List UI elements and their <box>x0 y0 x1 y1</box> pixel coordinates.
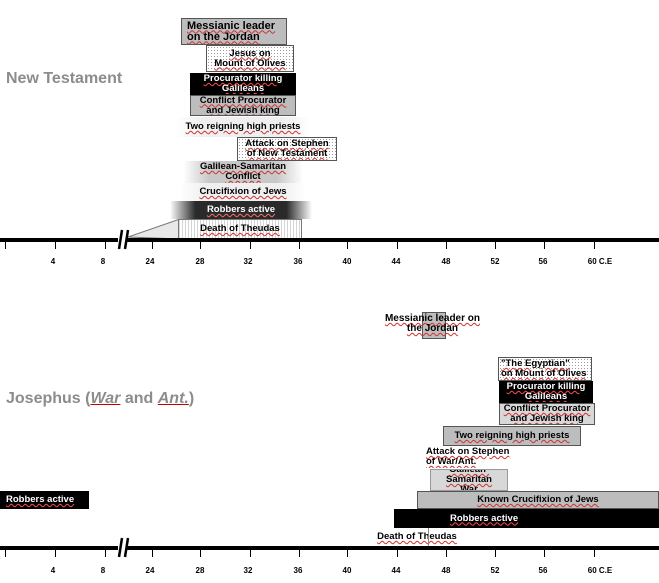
jos-bar-death-of-theudas: Death of Theudas <box>377 531 457 542</box>
jos-bar-messianic-leader-box <box>422 312 446 339</box>
axis1-tick-start <box>5 242 6 249</box>
axis1-tick-label: 4 <box>50 257 56 266</box>
axis1-tick-label: 60 C.E <box>587 257 613 266</box>
josephus-title-war: War <box>90 390 121 407</box>
jos-bar-egyptian: "The Egyptian" on Mount of Olives <box>498 357 592 381</box>
axis2-tick-label: 40 <box>342 566 352 575</box>
nt-bar-attack-on-stephen: Attack on Stephen of New Testament <box>237 137 337 161</box>
jos-bar-robbers-active-late: Robbers active <box>394 509 659 528</box>
axis1-tick-label: 28 <box>195 257 205 266</box>
jos-bar-galilean-samaritan: Galilean-Samaritan War <box>430 469 508 491</box>
axis1-tick <box>495 242 496 249</box>
axis2-tick-label: 56 <box>538 566 548 575</box>
axis-line-new-testament <box>0 238 659 242</box>
axis2-tick <box>495 550 496 557</box>
axis1-tick <box>105 242 106 249</box>
nt-bar-robbers-active: Robbers active <box>170 201 312 219</box>
axis1-tick <box>299 242 300 249</box>
nt-bar-crucifixion: Crucifixion of Jews <box>180 183 306 201</box>
nt-bar-two-high-priests: Two reigning high priests <box>176 117 310 137</box>
josephus-title-ant: Ant. <box>157 390 189 407</box>
jos-bar-procurator-killing: Procurator killing Galileans <box>499 381 593 403</box>
jos-bar-known-crucifixion: Known Crucifixion of Jews <box>417 491 659 509</box>
jos-bar-two-high-priests: Two reigning high priests <box>443 426 581 446</box>
axis2-tick <box>347 550 348 557</box>
axis1-tick-label: 48 <box>441 257 451 266</box>
axis1-tick <box>55 242 56 249</box>
jos-bar-conflict-procurator: Conflict Procurator and Jewish king <box>499 403 595 425</box>
axis1-tick-label: 32 <box>243 257 253 266</box>
axis1-tick-label: 56 <box>538 257 548 266</box>
axis2-tick-label: 28 <box>195 566 205 575</box>
nt-bar-jesus-mount-of-olives: Jesus on Mount of Olives <box>206 45 294 72</box>
axis1-tick <box>250 242 251 249</box>
axis2-tick-start <box>5 550 6 557</box>
axis2-tick <box>250 550 251 557</box>
axis2-tick <box>299 550 300 557</box>
axis1-tick <box>347 242 348 249</box>
axis1-tick <box>594 242 595 249</box>
axis2-tick <box>544 550 545 557</box>
axis1-tick <box>200 242 201 249</box>
axis2-tick <box>594 550 595 557</box>
axis2-tick-label: 52 <box>490 566 500 575</box>
axis2-tick-label: 48 <box>441 566 451 575</box>
axis2-tick-label: 24 <box>145 566 155 575</box>
axis1-tick-label: 40 <box>342 257 352 266</box>
axis1-tick-label: 52 <box>490 257 500 266</box>
section-title-new-testament: New Testament <box>6 70 123 87</box>
jos-bar-attack-on-stephen: Attack on Stephen of War/Ant. <box>426 446 510 467</box>
josephus-title-part: and <box>120 390 158 407</box>
axis2-tick-label: 8 <box>100 566 106 575</box>
axis1-tick <box>544 242 545 249</box>
josephus-title-part: ) <box>188 390 195 407</box>
axis1-tick-label: 44 <box>391 257 401 266</box>
axis1-tick-label: 36 <box>293 257 303 266</box>
axis2-tick-label: 32 <box>243 566 253 575</box>
nt-bar-procurator-killing: Procurator killing Galileans <box>190 73 296 95</box>
axis2-tick-label: 60 C.E <box>587 566 613 575</box>
axis2-tick <box>446 550 447 557</box>
axis-line-josephus <box>0 546 659 550</box>
axis1-tick <box>397 242 398 249</box>
section-title-josephus: Josephus (War and Ant.) <box>6 390 194 408</box>
axis2-tick <box>105 550 106 557</box>
axis1-tick-label: 24 <box>145 257 155 266</box>
jos-bar-robbers-active-early: Robbers active <box>0 491 89 509</box>
axis2-tick-label: 36 <box>293 566 303 575</box>
axis2-tick-label: 44 <box>391 566 401 575</box>
axis2-tick-label: 4 <box>50 566 56 575</box>
axis2-tick <box>397 550 398 557</box>
axis1-tick <box>446 242 447 249</box>
axis2-tick <box>55 550 56 557</box>
axis1-tick <box>152 242 153 249</box>
axis-break-new-testament <box>117 229 130 251</box>
axis2-tick <box>152 550 153 557</box>
nt-bar-messianic-leader: Messianic leader on the Jordan <box>181 18 287 45</box>
axis2-tick <box>200 550 201 557</box>
axis1-tick-label: 8 <box>100 257 106 266</box>
nt-bar-galilean-samaritan: Galilean-Samaritan Conflict <box>183 161 303 183</box>
nt-bar-death-of-theudas: Death of Theudas <box>178 219 302 239</box>
axis-break-josephus <box>117 537 130 559</box>
jos-theudas-marker <box>428 528 429 548</box>
josephus-title-part: Josephus ( <box>6 390 91 407</box>
jos-bar-messianic-leader: Messianic leader on the Jordan <box>384 313 481 334</box>
nt-bar-conflict-procurator: Conflict Procurator and Jewish king <box>190 95 296 116</box>
